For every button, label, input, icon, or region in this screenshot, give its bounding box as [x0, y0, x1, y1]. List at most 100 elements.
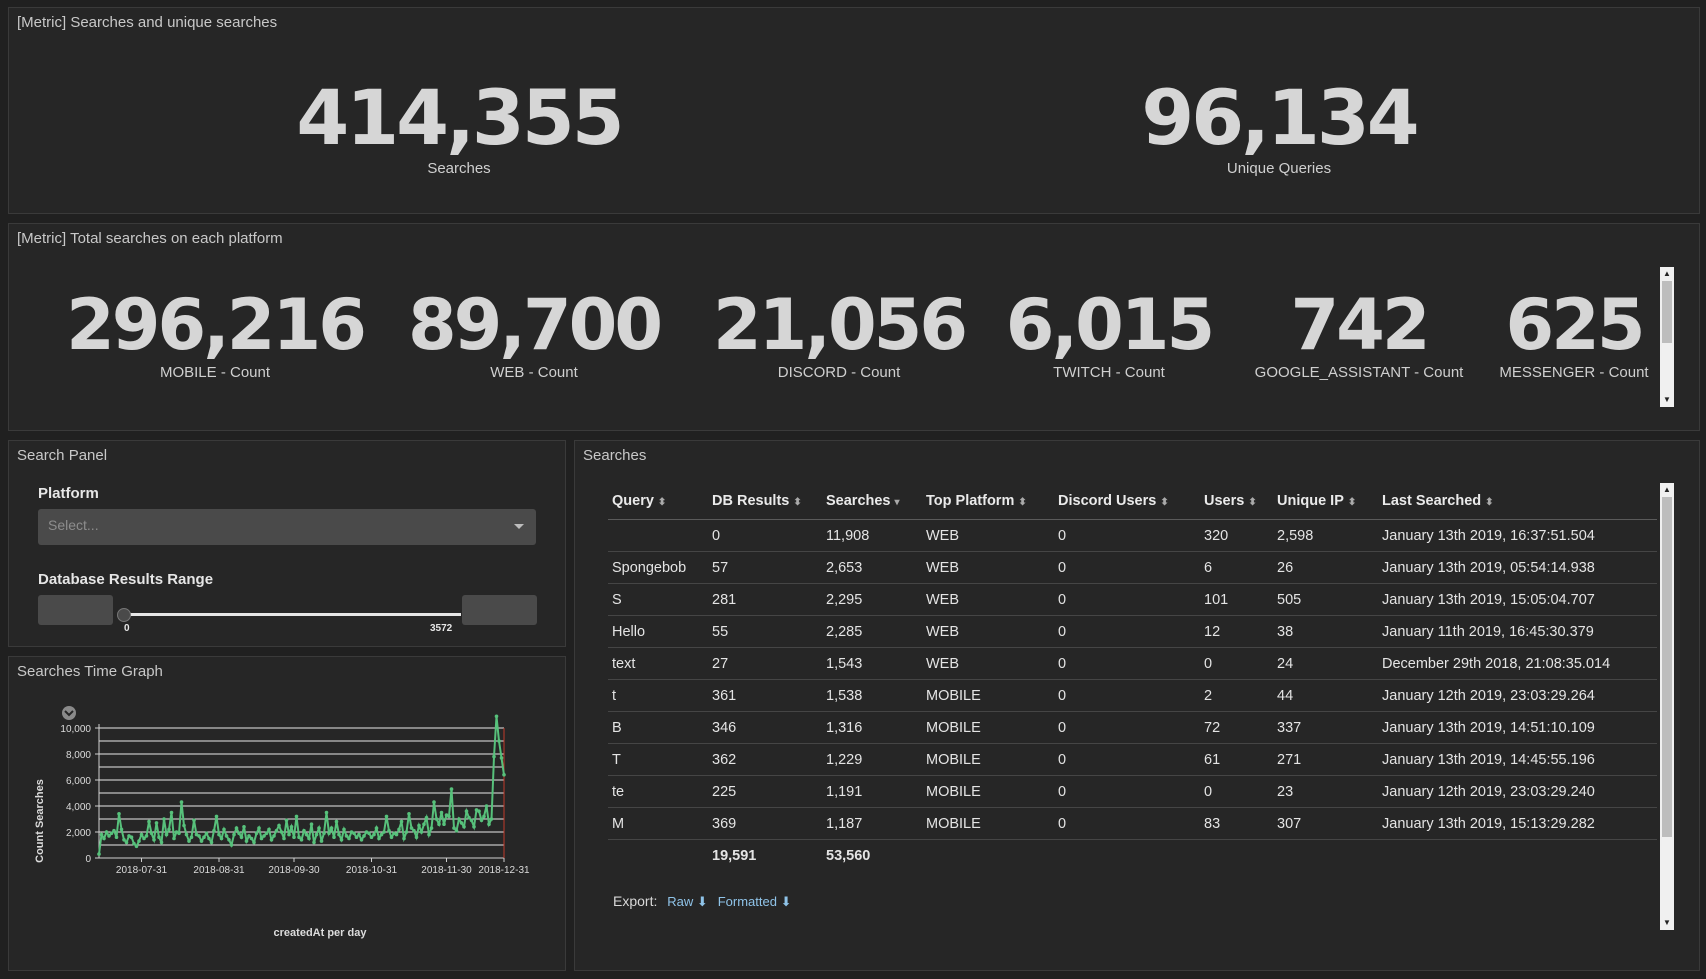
- data-point[interactable]: [279, 830, 284, 834]
- column-header-discord-users[interactable]: Discord Users ⬍: [1054, 483, 1200, 520]
- data-point[interactable]: [104, 830, 109, 834]
- data-point[interactable]: [177, 831, 181, 836]
- data-point[interactable]: [129, 835, 134, 839]
- data-point[interactable]: [237, 831, 241, 836]
- data-point[interactable]: [327, 831, 331, 836]
- table-row[interactable]: T 362 1,229 MOBILE 0 61 271 January 13th 2019, …: [608, 743, 1657, 776]
- data-point[interactable]: [439, 810, 444, 815]
- table-row[interactable]: 0 11,908 WEB 0 320 2,598 January 13th 2019, 16…: [608, 519, 1657, 552]
- data-point[interactable]: [97, 852, 101, 856]
- range-max-input[interactable]: [462, 595, 537, 625]
- data-point[interactable]: [469, 818, 474, 823]
- data-point[interactable]: [484, 804, 489, 808]
- data-point[interactable]: [449, 787, 454, 791]
- data-point[interactable]: [169, 810, 174, 815]
- data-point[interactable]: [229, 843, 234, 847]
- data-point[interactable]: [214, 814, 219, 819]
- table-row[interactable]: B 346 1,316 MOBILE 0 72 337 January 13th 2019, …: [608, 711, 1657, 744]
- export-formatted-link[interactable]: Formatted ⬇: [717, 894, 792, 909]
- data-point[interactable]: [399, 819, 404, 824]
- data-point[interactable]: [492, 754, 496, 759]
- sort-icon[interactable]: ⬍: [1485, 497, 1494, 508]
- data-point[interactable]: [312, 840, 316, 845]
- data-point[interactable]: [179, 800, 184, 804]
- data-point[interactable]: [287, 832, 291, 837]
- data-point[interactable]: [372, 832, 376, 837]
- data-point[interactable]: [502, 773, 506, 777]
- platform-select[interactable]: Select...: [38, 509, 536, 545]
- data-point[interactable]: [414, 835, 419, 839]
- column-header-unique-ip[interactable]: Unique IP ⬍: [1273, 483, 1378, 520]
- data-point[interactable]: [352, 831, 356, 836]
- data-point[interactable]: [282, 836, 286, 841]
- data-point[interactable]: [307, 836, 311, 841]
- scrollbar-thumb[interactable]: [1662, 281, 1672, 343]
- data-point[interactable]: [417, 823, 421, 828]
- table-row[interactable]: Hello 55 2,285 WEB 0 12 38 January 11th 2019, 1…: [608, 615, 1657, 648]
- data-point[interactable]: [304, 832, 309, 837]
- data-point[interactable]: [402, 836, 406, 841]
- data-point[interactable]: [329, 826, 334, 830]
- data-point[interactable]: [252, 840, 256, 845]
- data-point[interactable]: [102, 836, 106, 841]
- sort-icon[interactable]: ⬍: [793, 497, 802, 508]
- data-point[interactable]: [107, 834, 111, 838]
- data-point[interactable]: [244, 839, 249, 843]
- sort-desc-icon[interactable]: ▾: [894, 497, 900, 508]
- data-point[interactable]: [159, 840, 164, 845]
- table-row[interactable]: S 281 2,295 WEB 0 101 505 January 13th 2019, 15…: [608, 583, 1657, 616]
- data-point[interactable]: [387, 828, 391, 833]
- data-point[interactable]: [199, 839, 204, 843]
- data-point[interactable]: [259, 836, 264, 841]
- data-point[interactable]: [187, 839, 191, 843]
- data-point[interactable]: [322, 831, 326, 836]
- data-point[interactable]: [137, 839, 141, 843]
- data-point[interactable]: [309, 822, 314, 826]
- data-point[interactable]: [354, 835, 359, 839]
- data-point[interactable]: [389, 835, 394, 839]
- scroll-up-icon[interactable]: ▲: [1663, 269, 1671, 278]
- data-point[interactable]: [207, 836, 211, 841]
- data-point[interactable]: [479, 818, 484, 823]
- data-point[interactable]: [359, 838, 364, 842]
- range-slider-handle[interactable]: [117, 608, 131, 622]
- data-point[interactable]: [454, 828, 459, 833]
- range-min-input[interactable]: [38, 595, 113, 625]
- data-point[interactable]: [204, 831, 209, 836]
- sort-icon[interactable]: ⬍: [1018, 497, 1027, 508]
- table-row[interactable]: Spongebob 57 2,653 WEB 0 6 26 January 13th 2019…: [608, 551, 1657, 584]
- metrics-scrollbar[interactable]: ▲ ▼: [1660, 267, 1674, 407]
- data-point[interactable]: [337, 832, 341, 837]
- range-slider-track[interactable]: [123, 613, 461, 616]
- data-point[interactable]: [142, 836, 146, 841]
- data-point[interactable]: [319, 839, 324, 843]
- data-point[interactable]: [257, 826, 261, 830]
- data-point[interactable]: [154, 821, 159, 825]
- data-point[interactable]: [212, 828, 216, 833]
- table-row[interactable]: te 225 1,191 MOBILE 0 0 23 January 12th 2019, 2…: [608, 775, 1657, 808]
- data-point[interactable]: [167, 827, 171, 832]
- data-point[interactable]: [482, 814, 486, 819]
- data-point[interactable]: [114, 835, 119, 839]
- chevron-down-icon[interactable]: [514, 524, 524, 529]
- scroll-down-icon[interactable]: ▼: [1663, 918, 1671, 927]
- data-point[interactable]: [209, 840, 214, 845]
- data-point[interactable]: [197, 834, 201, 838]
- data-point[interactable]: [427, 832, 431, 837]
- data-point[interactable]: [339, 838, 344, 842]
- data-point[interactable]: [297, 835, 301, 839]
- data-point[interactable]: [132, 841, 136, 846]
- data-point[interactable]: [219, 836, 224, 841]
- data-point[interactable]: [462, 825, 466, 829]
- data-point[interactable]: [119, 827, 124, 832]
- data-point[interactable]: [467, 815, 471, 820]
- data-point[interactable]: [342, 827, 346, 832]
- data-point[interactable]: [242, 825, 246, 829]
- data-point[interactable]: [344, 834, 349, 838]
- data-point[interactable]: [334, 819, 339, 824]
- data-point[interactable]: [442, 822, 446, 826]
- data-point[interactable]: [489, 817, 494, 821]
- data-point[interactable]: [314, 832, 319, 837]
- data-point[interactable]: [367, 831, 371, 836]
- column-header-last-searched[interactable]: Last Searched ⬍: [1378, 483, 1657, 520]
